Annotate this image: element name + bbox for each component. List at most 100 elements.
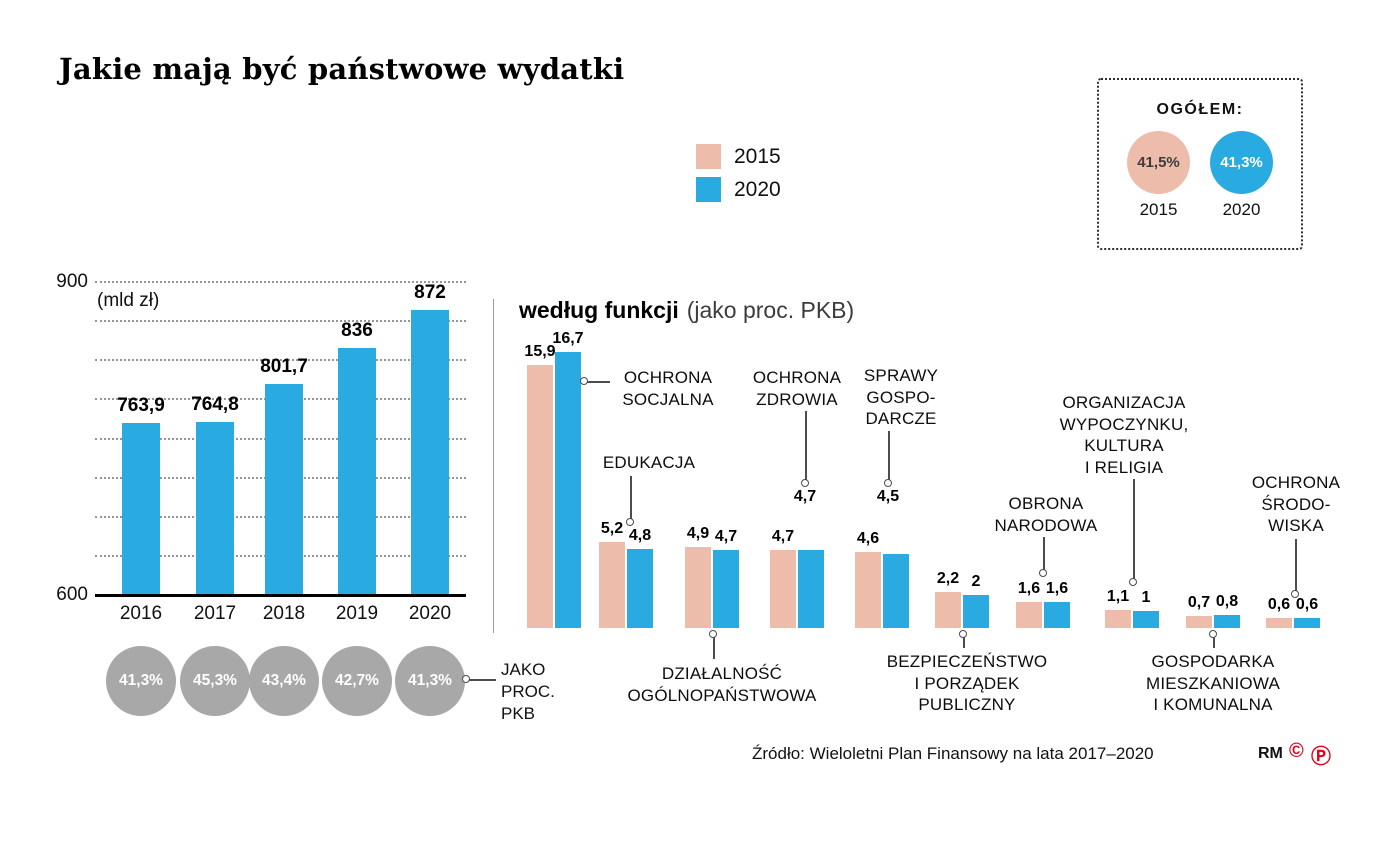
category-label: 2016 [119, 603, 163, 624]
legend-item-2015: 2015 [696, 144, 781, 169]
annotation-leader-line [713, 632, 715, 659]
total-item-2020: 41,3% 2020 [1210, 131, 1273, 220]
fn-bar-value: 0,6 [1267, 596, 1291, 614]
pkb-leader-line [469, 679, 496, 681]
gridline [95, 320, 466, 323]
pkb-percentage-circle: 41,3% [106, 646, 176, 716]
total-circle-2020: 41,3% [1210, 131, 1273, 194]
credit-text: RM [1258, 745, 1283, 762]
fn-bar-2020 [713, 550, 739, 628]
fn-bar-value: 1,6 [1045, 579, 1069, 597]
fn-bar-2020 [555, 351, 581, 628]
fn-bar-2015 [1016, 601, 1042, 628]
total-summary-box: OGÓŁEM: 41,5% 2015 41,3% 2020 [1097, 78, 1303, 250]
annotation-leader-dot [959, 630, 967, 638]
fn-bar-value: 0,7 [1187, 594, 1211, 612]
fn-category-label: OCHRONA ŚRODO- WISKA [1251, 473, 1341, 535]
pkb-percentage-circle: 43,4% [249, 646, 319, 716]
annotation-leader-dot [1291, 590, 1299, 598]
fn-bar-value: 4,9 [686, 524, 710, 542]
fn-category-label: DZIAŁALNOŚĆ OGÓLNOPAŃSTWOWA [627, 664, 817, 705]
pkb-label: JAKO PROC. PKB [501, 660, 555, 723]
fn-bar-2015 [770, 550, 796, 628]
fn-category-label: ORGANIZACJA WYPOCZYNKU, KULTURA I RELIGIA [1059, 393, 1189, 477]
legend-label-2020: 2020 [734, 177, 781, 201]
fn-bar-value: 0,6 [1295, 596, 1319, 614]
fn-bar-2020 [627, 548, 653, 628]
fn-category-label: GOSPODARKA MIESZKANIOWA I KOMUNALNA [1145, 652, 1280, 714]
pkb-percentage-circle: 41,3% [395, 646, 465, 716]
fn-bar-2015 [1105, 609, 1131, 628]
annotation-leader-line [1295, 539, 1297, 594]
fn-bar-value: 4,7 [793, 488, 817, 505]
bar-2019 [338, 347, 376, 594]
fn-bar-2015 [1186, 616, 1212, 628]
bar-2020 [411, 310, 449, 594]
fn-category-label: OBRONA NARODOWA [994, 494, 1098, 535]
fn-bar-2020 [963, 594, 989, 628]
fn-bar-value: 4,7 [714, 528, 738, 546]
fn-bar-2020 [1044, 601, 1070, 628]
annotation-leader-dot [884, 479, 892, 487]
fn-bar-value: 1,1 [1106, 587, 1130, 605]
axis-unit-label: (mld zł) [97, 290, 160, 311]
total-item-2015: 41,5% 2015 [1127, 131, 1190, 220]
total-box-items: 41,5% 2015 41,3% 2020 [1099, 131, 1301, 220]
fn-bar-value: 15,9 [524, 342, 556, 360]
pkb-percentage-circle: 42,7% [322, 646, 392, 716]
annotation-leader-dot [801, 479, 809, 487]
fn-bar-2020 [1133, 611, 1159, 628]
fn-bar-2015 [935, 591, 961, 628]
legend-label-2015: 2015 [734, 144, 781, 168]
category-label: 2019 [335, 603, 379, 624]
bar-value-label: 763,9 [117, 394, 165, 416]
total-circle-2015: 41,5% [1127, 131, 1190, 194]
fn-bar-2020 [883, 553, 909, 628]
fn-category-label: OCHRONA ZDROWIA [752, 368, 842, 409]
fn-bar-value: 16,7 [552, 329, 584, 347]
phonogram-icon: Ⓟ [1311, 746, 1331, 768]
bar-value-label: 801,7 [260, 355, 308, 377]
y-tick-bottom: 600 [56, 584, 88, 605]
fn-category-label: SPRAWY GOSPO- DARCZE [863, 366, 939, 428]
annotation-leader-line [1213, 632, 1215, 648]
bar-value-label: 836 [341, 319, 373, 341]
fn-bar-2015 [855, 551, 881, 628]
function-chart-title: według funkcji (jako proc. PKB) [519, 297, 854, 324]
category-label: 2017 [193, 603, 237, 624]
annotation-leader-dot [626, 518, 634, 526]
pkb-percentage-circle: 45,3% [180, 646, 250, 716]
fn-bar-2020 [1294, 618, 1320, 628]
x-axis-line [95, 594, 466, 597]
fn-bar-value: 4,5 [876, 488, 900, 505]
fn-bar-value: 1 [1141, 589, 1151, 607]
legend-swatch-2015 [696, 144, 721, 169]
fn-category-label: BEZPIECZEŃSTWO I PORZĄDEK PUBLICZNY [886, 652, 1048, 714]
fn-bar-value: 2 [971, 572, 981, 590]
fn-bar-value: 4,6 [856, 529, 880, 547]
fn-bar-2020 [1214, 614, 1240, 628]
annotation-leader-line [805, 411, 807, 483]
y-tick-top: 900 [56, 271, 88, 292]
fn-bar-value: 5,2 [600, 519, 624, 537]
annotation-leader-line [963, 632, 965, 648]
annotation-leader-dot [580, 377, 588, 385]
fn-bar-value: 2,2 [936, 569, 960, 587]
annotation-leader-line [888, 431, 890, 483]
function-chart-title-sub: (jako proc. PKB) [686, 297, 855, 323]
category-label: 2020 [408, 603, 452, 624]
legend-swatch-2020 [696, 177, 721, 202]
bar-2017 [196, 422, 234, 594]
bar-value-label: 764,8 [191, 394, 239, 416]
pkb-leader-dot [462, 675, 470, 683]
fn-bar-value: 0,8 [1215, 592, 1239, 610]
annotation-leader-line [1043, 537, 1045, 573]
bar-2018 [265, 383, 303, 594]
chart-legend: 2015 2020 [696, 144, 781, 210]
source-text: Źródło: Wieloletni Plan Finansowy na lat… [752, 744, 1154, 763]
fn-bar-2020 [798, 550, 824, 628]
annotation-leader-line [584, 381, 610, 383]
annotation-leader-line [1133, 479, 1135, 582]
bar-2016 [122, 422, 160, 594]
